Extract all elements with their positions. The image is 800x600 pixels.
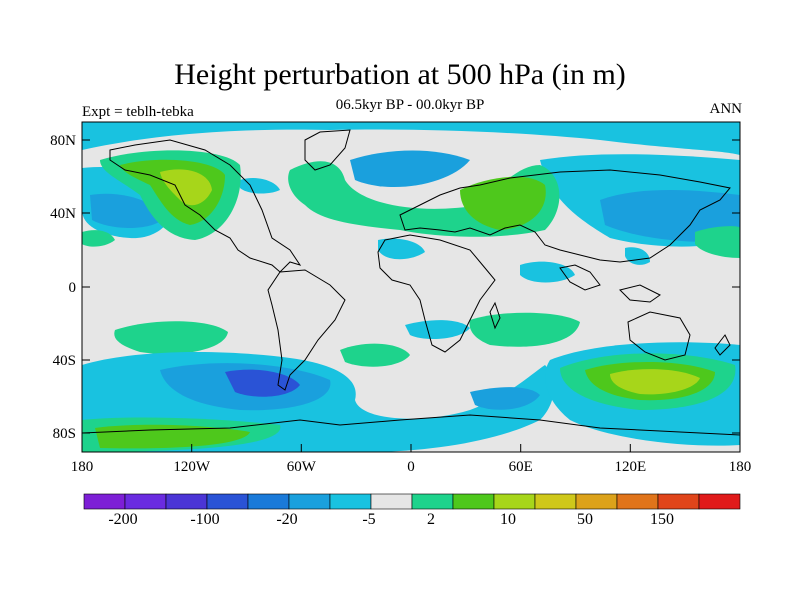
colorbar-label: 2 bbox=[427, 511, 435, 528]
field-contour bbox=[160, 169, 212, 206]
field-contour bbox=[340, 343, 410, 367]
lon-tick-label: 120W bbox=[173, 459, 211, 475]
field-contour bbox=[695, 226, 740, 258]
colorbar-swatch bbox=[698, 493, 741, 510]
lon-tick-label: 60W bbox=[287, 459, 317, 475]
height-field bbox=[82, 122, 740, 452]
field-contour bbox=[114, 321, 228, 354]
lat-tick-label: 40N bbox=[50, 206, 76, 222]
colorbar-label: 50 bbox=[577, 511, 593, 528]
field-contour bbox=[225, 369, 300, 397]
lon-tick-label: 60E bbox=[509, 459, 533, 475]
colorbar-swatch bbox=[575, 493, 618, 510]
colorbar-label: -200 bbox=[108, 511, 137, 528]
lat-tick-label: 40S bbox=[53, 353, 76, 369]
field-contour bbox=[405, 320, 470, 340]
colorbar-swatch bbox=[452, 493, 495, 510]
field-contour bbox=[470, 387, 540, 410]
colorbar-swatch bbox=[165, 493, 208, 510]
lon-tick-label: 180 bbox=[71, 459, 94, 475]
coastlines bbox=[82, 129, 740, 436]
period-label: 06.5kyr BP - 00.0kyr BP bbox=[335, 97, 485, 113]
colorbar-label: 10 bbox=[500, 511, 516, 528]
lon-axis bbox=[191, 444, 631, 452]
lat-axis bbox=[82, 139, 740, 434]
lat-tick-label: 0 bbox=[69, 280, 77, 296]
field-contour bbox=[378, 238, 425, 260]
field-contour bbox=[350, 150, 470, 188]
field-contour bbox=[82, 122, 740, 155]
lat-tick-label: 80S bbox=[53, 426, 76, 442]
lon-tick-label: 180 bbox=[729, 459, 752, 475]
colorbar-label: -5 bbox=[362, 511, 375, 528]
colorbar-swatch bbox=[83, 493, 126, 510]
colorbar-swatch bbox=[493, 493, 536, 510]
lat-tick-label: 80N bbox=[50, 133, 76, 149]
colorbar-label: 150 bbox=[650, 511, 674, 528]
experiment-label: Expt = teblh-tebka bbox=[82, 104, 194, 120]
colorbar-swatch bbox=[206, 493, 249, 510]
colorbar-swatch bbox=[124, 493, 167, 510]
colorbar-swatch bbox=[657, 493, 700, 510]
colorbar-label: -20 bbox=[276, 511, 297, 528]
field-contour bbox=[520, 261, 575, 283]
field-contour bbox=[460, 176, 546, 230]
colorbar-swatch bbox=[534, 493, 577, 510]
page-title: Height perturbation at 500 hPa (in m) bbox=[174, 58, 626, 91]
field-contour bbox=[82, 230, 115, 247]
lon-tick-label: 0 bbox=[407, 459, 415, 475]
lon-tick-label: 120E bbox=[614, 459, 646, 475]
field-contour bbox=[610, 369, 700, 395]
field-contour bbox=[600, 190, 740, 242]
colorbar-swatch bbox=[616, 493, 659, 510]
colorbar-label: -100 bbox=[190, 511, 219, 528]
colorbar-swatch bbox=[247, 493, 290, 510]
colorbar-swatch bbox=[329, 493, 372, 510]
field-contour bbox=[469, 312, 580, 347]
colorbar-swatch bbox=[370, 493, 413, 510]
field-contour bbox=[240, 178, 280, 194]
season-label: ANN bbox=[709, 101, 743, 117]
colorbar-swatch bbox=[288, 493, 331, 510]
colorbar-swatch bbox=[411, 493, 454, 510]
colorbar bbox=[83, 493, 741, 510]
